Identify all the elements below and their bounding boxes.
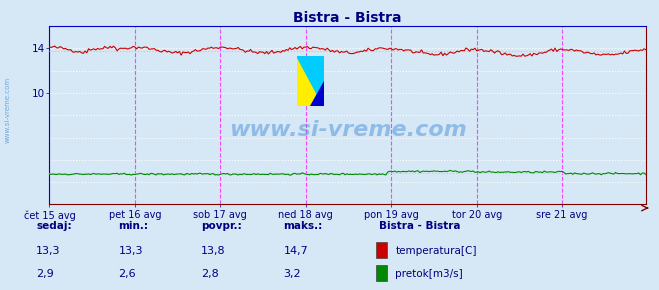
Title: Bistra - Bistra: Bistra - Bistra — [293, 11, 402, 25]
Text: pretok[m3/s]: pretok[m3/s] — [395, 269, 463, 279]
Text: Bistra - Bistra: Bistra - Bistra — [379, 221, 461, 231]
Text: www.si-vreme.com: www.si-vreme.com — [5, 77, 11, 143]
Text: 13,8: 13,8 — [201, 246, 225, 256]
Text: 2,6: 2,6 — [119, 269, 136, 279]
Text: www.si-vreme.com: www.si-vreme.com — [229, 119, 467, 139]
Text: maks.:: maks.: — [283, 221, 323, 231]
Polygon shape — [310, 81, 324, 106]
Text: 2,9: 2,9 — [36, 269, 54, 279]
Polygon shape — [297, 57, 324, 106]
Text: sedaj:: sedaj: — [36, 221, 72, 231]
Text: povpr.:: povpr.: — [201, 221, 242, 231]
Text: 13,3: 13,3 — [119, 246, 143, 256]
Text: 3,2: 3,2 — [283, 269, 301, 279]
Polygon shape — [297, 57, 324, 106]
Text: 2,8: 2,8 — [201, 269, 219, 279]
Text: temperatura[C]: temperatura[C] — [395, 246, 477, 256]
Text: 14,7: 14,7 — [283, 246, 308, 256]
Text: min.:: min.: — [119, 221, 149, 231]
Text: 13,3: 13,3 — [36, 246, 61, 256]
